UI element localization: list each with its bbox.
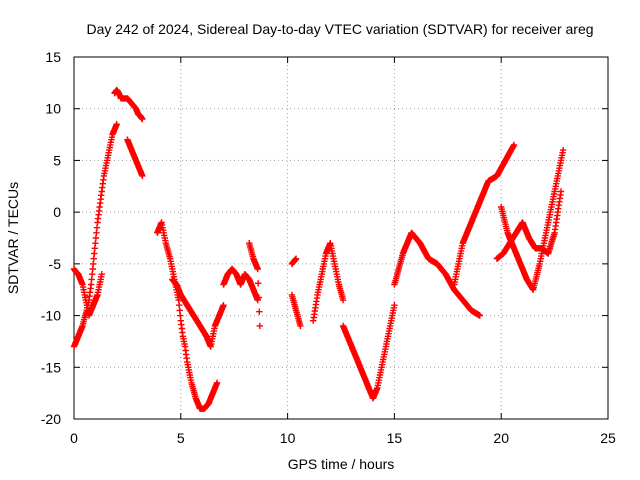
series-sat-f bbox=[169, 276, 227, 350]
ticks: 0 5 10 15 20 25 -20 -15 -10 -5 0 5 10 15 bbox=[41, 49, 616, 446]
data-point-marks bbox=[391, 229, 483, 319]
x-axis-label: GPS time / hours bbox=[288, 456, 395, 472]
x-tick-label: 0 bbox=[70, 430, 78, 446]
data-point-marks bbox=[111, 86, 146, 123]
x-tick-label: 20 bbox=[493, 430, 509, 446]
y-tick-label: 5 bbox=[53, 152, 61, 168]
series-sat-b bbox=[70, 265, 105, 319]
data-point-marks bbox=[246, 240, 300, 330]
x-tick-label: 5 bbox=[177, 430, 185, 446]
series-sat-g bbox=[220, 265, 261, 304]
series-sat-d bbox=[124, 136, 146, 180]
y-tick-label: -5 bbox=[49, 256, 62, 272]
data-point-marks bbox=[493, 188, 565, 262]
plot-frame bbox=[73, 56, 609, 420]
data-marks bbox=[70, 86, 567, 412]
data-point-marks bbox=[451, 141, 518, 288]
y-tick-label: -10 bbox=[41, 308, 61, 324]
data-point-marks bbox=[169, 276, 227, 350]
y-tick-label: -15 bbox=[41, 359, 61, 375]
series-sat-i bbox=[288, 240, 347, 330]
y-tick-label: -20 bbox=[41, 411, 61, 427]
series-sat-h bbox=[246, 240, 300, 330]
x-tick-label: 15 bbox=[387, 430, 403, 446]
chart-title: Day 242 of 2024, Sidereal Day-to-day VTE… bbox=[86, 21, 593, 37]
data-point-marks bbox=[288, 240, 347, 330]
y-axis-label: SDTVAR / TECUs bbox=[5, 182, 21, 294]
data-point-marks bbox=[339, 302, 398, 402]
series-sat-j bbox=[339, 302, 398, 402]
series-sat-k bbox=[391, 229, 483, 319]
y-tick-label: 10 bbox=[45, 101, 61, 117]
data-point-marks bbox=[124, 136, 146, 180]
series-sat-l bbox=[451, 141, 518, 288]
x-tick-label: 10 bbox=[280, 430, 296, 446]
x-tick-label: 25 bbox=[600, 430, 616, 446]
data-point-marks bbox=[220, 265, 261, 304]
series-sat-c bbox=[111, 86, 146, 123]
y-tick-label: 0 bbox=[53, 204, 61, 220]
data-point-marks bbox=[70, 265, 105, 319]
y-tick-label: 15 bbox=[45, 49, 61, 65]
series-sat-n bbox=[493, 188, 565, 262]
